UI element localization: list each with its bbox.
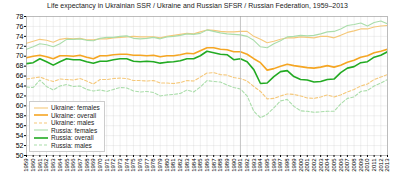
svg-text:70: 70	[16, 52, 24, 59]
svg-text:1992: 1992	[244, 158, 250, 172]
html-text:Life expectancy in Ukrainian S: Life expectancy in Ukrainian SSR / Ukrai…	[47, 2, 348, 9]
svg-text:1994: 1994	[257, 158, 263, 172]
svg-text:2009: 2009	[358, 158, 364, 172]
html-text:Ukraine: females: Ukraine: females	[51, 104, 100, 111]
svg-text:52: 52	[16, 142, 24, 149]
svg-text:1966: 1966	[70, 158, 76, 172]
svg-text:78: 78	[16, 13, 24, 20]
svg-text:1961: 1961	[37, 158, 43, 172]
svg-text:76: 76	[16, 23, 24, 30]
svg-text:1999: 1999	[291, 158, 297, 172]
svg-text:1964: 1964	[57, 158, 63, 172]
html-text:Ukraine: males: Ukraine: males	[51, 119, 95, 126]
svg-text:1974: 1974	[124, 158, 130, 172]
svg-text:1965: 1965	[64, 158, 70, 172]
svg-text:2005: 2005	[331, 158, 337, 172]
svg-text:54: 54	[16, 132, 24, 139]
svg-text:2006: 2006	[338, 158, 344, 172]
svg-text:2013: 2013	[384, 158, 390, 172]
svg-text:2008: 2008	[351, 158, 357, 172]
svg-text:1982: 1982	[177, 158, 183, 172]
svg-text:2012: 2012	[378, 158, 384, 172]
svg-text:1997: 1997	[277, 158, 283, 172]
svg-text:1975: 1975	[130, 158, 136, 172]
svg-text:2007: 2007	[344, 158, 350, 172]
svg-text:60: 60	[16, 102, 24, 109]
svg-text:1977: 1977	[144, 158, 150, 172]
svg-text:1973: 1973	[117, 158, 123, 172]
svg-text:1993: 1993	[251, 158, 257, 172]
svg-text:66: 66	[16, 72, 24, 79]
svg-text:1983: 1983	[184, 158, 190, 172]
svg-text:1988: 1988	[217, 158, 223, 172]
svg-text:1962: 1962	[43, 158, 49, 172]
svg-text:1971: 1971	[104, 158, 110, 172]
html-text:Russia: females: Russia: females	[51, 126, 98, 134]
html-text:Ukraine: overall: Ukraine: overall	[51, 111, 97, 119]
svg-text:1963: 1963	[50, 158, 56, 172]
svg-text:1991: 1991	[237, 158, 243, 172]
svg-text:1976: 1976	[137, 158, 143, 172]
svg-text:68: 68	[16, 62, 24, 69]
html-text:Russia: males: Russia: males	[51, 141, 92, 149]
svg-text:58: 58	[16, 112, 24, 119]
svg-text:64: 64	[16, 82, 24, 89]
svg-text:1989: 1989	[224, 158, 230, 172]
svg-text:2011: 2011	[371, 158, 377, 172]
svg-text:1959: 1959	[23, 158, 29, 172]
svg-text:1960: 1960	[30, 158, 36, 172]
svg-text:1979: 1979	[157, 158, 163, 172]
svg-text:2004: 2004	[324, 158, 330, 172]
svg-text:1968: 1968	[84, 158, 90, 172]
svg-text:2000: 2000	[298, 158, 304, 172]
svg-text:1969: 1969	[90, 158, 96, 172]
svg-text:50: 50	[16, 152, 24, 159]
svg-text:1995: 1995	[264, 158, 270, 172]
svg-text:2001: 2001	[304, 158, 310, 172]
svg-text:1972: 1972	[110, 158, 116, 172]
svg-text:1984: 1984	[191, 158, 197, 172]
svg-text:62: 62	[16, 92, 24, 99]
svg-text:1970: 1970	[97, 158, 103, 172]
svg-text:1987: 1987	[211, 158, 217, 172]
svg-text:1998: 1998	[284, 158, 290, 172]
svg-text:1985: 1985	[197, 158, 203, 172]
svg-text:2002: 2002	[311, 158, 317, 172]
svg-text:2010: 2010	[364, 158, 370, 172]
svg-text:1980: 1980	[164, 158, 170, 172]
svg-text:1990: 1990	[231, 158, 237, 172]
svg-text:74: 74	[16, 33, 24, 40]
svg-text:72: 72	[16, 43, 24, 50]
svg-text:1996: 1996	[271, 158, 277, 172]
svg-text:1967: 1967	[77, 158, 83, 172]
svg-text:1986: 1986	[204, 158, 210, 172]
svg-text:1978: 1978	[150, 158, 156, 172]
html-text:Russia: overall: Russia: overall	[51, 134, 94, 141]
svg-text:56: 56	[16, 122, 24, 129]
svg-text:2003: 2003	[318, 158, 324, 172]
svg-text:1981: 1981	[170, 158, 176, 172]
